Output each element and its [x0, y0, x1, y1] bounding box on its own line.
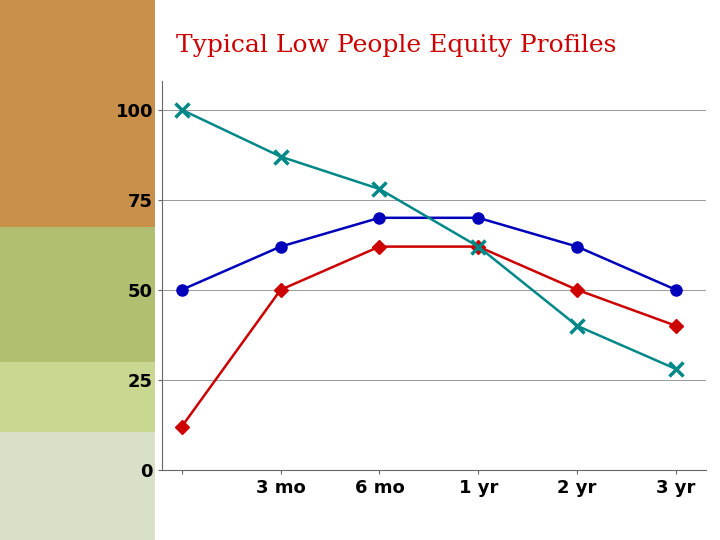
Engagement: [672, 366, 680, 372]
Capabilities: [573, 244, 582, 250]
Bar: [0, 0, 155, 243]
Alignment: [474, 244, 482, 250]
Bar: [0, 362, 155, 459]
Engagement: [276, 153, 285, 160]
Engagement: [375, 186, 384, 192]
Line: Engagement: Engagement: [175, 103, 683, 376]
Capabilities: [276, 244, 285, 250]
Engagement: [474, 244, 482, 250]
Bar: [0, 227, 155, 389]
Text: Typical Low People Equity Profiles: Typical Low People Equity Profiles: [176, 33, 617, 57]
Line: Alignment: Alignment: [177, 242, 681, 431]
Capabilities: [672, 287, 680, 293]
Alignment: [177, 423, 186, 430]
Capabilities: [177, 287, 186, 293]
Alignment: [672, 322, 680, 329]
Engagement: [573, 322, 582, 329]
Line: Capabilities: Capabilities: [176, 212, 682, 295]
Alignment: [375, 244, 384, 250]
Capabilities: [474, 214, 482, 221]
Alignment: [276, 287, 285, 293]
Capabilities: [375, 214, 384, 221]
Bar: [0, 432, 155, 540]
Alignment: [573, 287, 582, 293]
Engagement: [177, 106, 186, 113]
